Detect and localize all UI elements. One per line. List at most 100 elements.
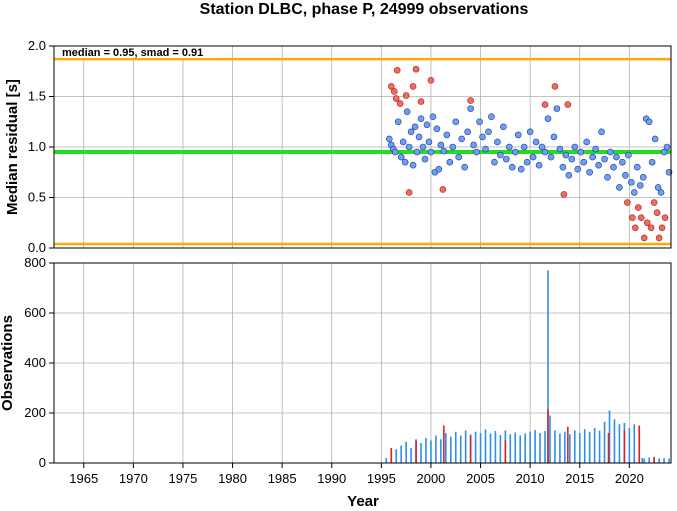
observation-bar	[643, 458, 646, 463]
x-tick-label: 2005	[466, 471, 495, 486]
data-point	[407, 128, 415, 136]
data-point	[586, 168, 593, 176]
data-point	[443, 131, 451, 139]
observation-bar	[494, 431, 497, 463]
data-point	[639, 174, 647, 181]
outlier-observation-bar	[443, 425, 445, 463]
observation-bar	[509, 434, 512, 463]
observation-bar	[519, 435, 522, 463]
bottom-panel-y-ticks: 0 200 400 600 800	[24, 255, 54, 470]
data-point	[470, 141, 477, 149]
top-y-tick-label: 0.0	[28, 240, 46, 255]
top-panel-grid	[54, 45, 671, 249]
observation-bar	[564, 431, 566, 463]
observation-bar	[400, 445, 402, 463]
data-point	[553, 105, 561, 112]
top-y-tick-label: 0.5	[28, 190, 46, 205]
observation-bar	[573, 430, 576, 463]
observation-bar	[449, 436, 452, 463]
outlier-point	[412, 65, 420, 73]
data-point	[556, 145, 564, 153]
data-point	[583, 138, 590, 146]
observation-bar	[479, 433, 482, 463]
observation-bar	[484, 429, 487, 463]
data-point	[433, 125, 441, 133]
data-point	[391, 148, 399, 156]
data-point	[419, 143, 427, 151]
observation-bar	[499, 435, 502, 463]
data-point	[630, 189, 638, 196]
data-point	[654, 184, 662, 191]
data-point	[574, 165, 582, 173]
observation-bar	[435, 435, 437, 463]
bottom-panel-x-ticks: 1965 1970 1975 1980 1985 1990 1995 2000 2005 2010…	[69, 463, 644, 486]
data-point	[461, 163, 468, 171]
data-point	[663, 143, 671, 151]
data-point	[403, 108, 411, 115]
bottom-y-tick-label: 200	[24, 405, 46, 420]
data-point	[625, 151, 632, 159]
outlier-point	[427, 77, 435, 84]
data-point	[532, 138, 540, 146]
observation-bar	[440, 439, 442, 463]
x-tick-label: 2020	[615, 471, 644, 486]
x-tick-label: 1980	[218, 471, 247, 486]
data-point	[511, 148, 519, 156]
outlier-point	[409, 83, 417, 90]
data-point	[628, 179, 635, 186]
observation-bar	[554, 430, 556, 463]
data-point	[421, 155, 429, 163]
data-point	[464, 128, 471, 136]
data-point	[500, 123, 507, 131]
observation-bar	[583, 429, 586, 463]
data-point	[633, 163, 641, 171]
data-point	[595, 161, 602, 169]
outlier-point	[541, 101, 549, 108]
data-point	[523, 158, 531, 166]
outlier-point	[390, 88, 398, 95]
data-point	[604, 174, 611, 181]
data-point	[601, 155, 608, 163]
observation-bar	[569, 434, 571, 463]
observation-bar	[395, 449, 398, 463]
data-point	[482, 145, 489, 153]
x-tick-label: 2000	[416, 471, 445, 486]
outlier-observation-bar	[547, 409, 549, 463]
data-point	[565, 171, 573, 179]
data-point	[538, 143, 546, 151]
data-point	[613, 153, 620, 161]
observation-bar	[405, 441, 407, 463]
data-point	[435, 165, 443, 173]
observation-bar	[420, 443, 422, 463]
outlier-point	[643, 219, 651, 227]
outlier-point	[560, 191, 568, 198]
observation-bar	[648, 457, 650, 463]
data-point	[488, 113, 495, 120]
outlier-point	[640, 234, 648, 242]
observation-bar	[547, 270, 549, 463]
bottom-panel-frame	[53, 262, 672, 464]
data-point	[651, 135, 659, 143]
outlier-point	[387, 83, 395, 90]
data-point	[657, 189, 665, 196]
observation-bar	[464, 430, 467, 463]
outlier-observation-bar	[638, 425, 641, 463]
observation-bar	[663, 458, 665, 463]
outlier-point	[624, 199, 631, 206]
data-point	[503, 155, 510, 163]
bottom-y-tick-label: 800	[24, 255, 46, 270]
data-point	[660, 148, 668, 156]
data-point	[529, 153, 537, 161]
outlier-point	[405, 189, 413, 196]
data-point	[397, 153, 405, 161]
observation-bar	[559, 433, 561, 463]
outlier-point	[629, 214, 636, 221]
observation-bar	[658, 458, 660, 463]
x-tick-label: 1985	[268, 471, 297, 486]
observation-bar	[454, 431, 457, 463]
outlier-point	[655, 234, 663, 242]
x-tick-label: 1990	[317, 471, 346, 486]
observation-bar	[534, 430, 536, 463]
data-point	[411, 123, 419, 131]
outlier-observation-bar	[390, 448, 393, 463]
